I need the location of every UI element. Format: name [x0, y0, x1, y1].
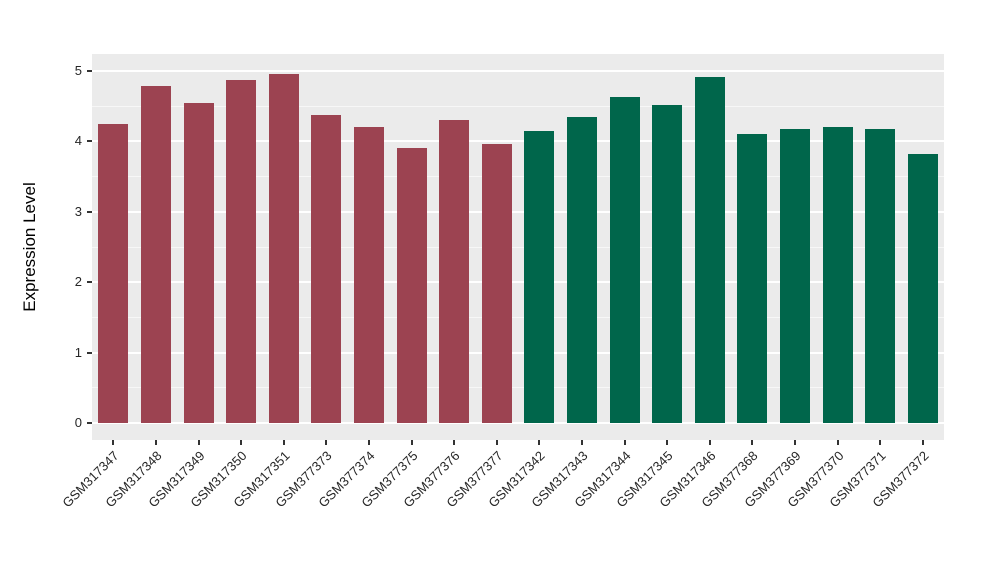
x-tick-mark: [666, 440, 669, 445]
y-tick-label-2: 2: [74, 274, 82, 290]
y-tick-mark: [87, 210, 92, 213]
bar-GSM317351: [268, 73, 299, 423]
x-tick-mark: [325, 440, 328, 445]
x-tick-mark: [197, 440, 200, 445]
x-tick-mark: [751, 440, 754, 445]
x-tick-mark: [921, 440, 924, 445]
y-tick-label-0: 0: [74, 415, 82, 430]
y-tick-label-1: 1: [74, 344, 82, 360]
gridline-minor: [92, 387, 944, 389]
bar-GSM377370: [822, 126, 853, 423]
x-tick-mark: [495, 440, 498, 445]
x-tick-mark: [453, 440, 456, 445]
bar-GSM317344: [609, 97, 640, 423]
y-tick-label-5: 5: [74, 63, 82, 78]
gridline-minor: [92, 105, 944, 107]
bar-GSM317343: [566, 116, 597, 423]
x-tick-mark: [154, 440, 157, 445]
bar-GSM317347: [98, 123, 129, 423]
y-tick-mark: [87, 70, 92, 72]
x-tick-mark: [112, 440, 115, 445]
bar-GSM377371: [865, 128, 896, 423]
x-tick-mark: [623, 440, 626, 445]
gridline-minor: [92, 246, 944, 248]
gridline-minor: [92, 316, 944, 318]
bar-GSM377376: [439, 120, 470, 423]
bar-GSM377377: [481, 144, 512, 423]
x-tick-mark: [793, 440, 796, 445]
x-tick-mark: [879, 440, 882, 445]
gridline-major: [92, 422, 944, 424]
bar-GSM317348: [140, 86, 171, 423]
bar-GSM377373: [311, 115, 342, 423]
gridline-major: [92, 140, 944, 143]
bar-GSM377368: [737, 133, 768, 423]
gridline-major: [92, 70, 944, 72]
y-tick-mark: [87, 422, 92, 424]
gridline-minor: [92, 176, 944, 178]
y-tick-mark: [87, 140, 92, 143]
x-tick-mark: [240, 440, 243, 445]
y-tick-label-4: 4: [74, 133, 82, 149]
x-tick-mark: [836, 440, 839, 445]
bar-GSM317342: [524, 130, 555, 423]
bar-GSM317350: [226, 80, 257, 423]
gridline-major: [92, 281, 944, 284]
x-tick-mark: [538, 440, 541, 445]
y-tick-label-3: 3: [74, 203, 82, 219]
x-tick-mark: [708, 440, 711, 445]
y-tick-mark: [87, 281, 92, 284]
y-tick-mark: [87, 351, 92, 354]
bar-GSM377372: [907, 154, 938, 423]
plot-panel: [92, 54, 944, 440]
x-tick-mark: [282, 440, 285, 445]
gridline-major: [92, 351, 944, 354]
x-tick-mark: [367, 440, 370, 445]
x-tick-mark: [410, 440, 413, 445]
bar-GSM317346: [694, 77, 725, 423]
x-tick-mark: [580, 440, 583, 445]
gridline-major: [92, 210, 944, 213]
bar-GSM317349: [183, 103, 214, 423]
bar-GSM377374: [353, 126, 384, 423]
bar-GSM377369: [779, 129, 810, 423]
bar-GSM377375: [396, 148, 427, 423]
bar-GSM317345: [652, 105, 683, 423]
y-axis-title: Expression Level: [20, 182, 39, 312]
